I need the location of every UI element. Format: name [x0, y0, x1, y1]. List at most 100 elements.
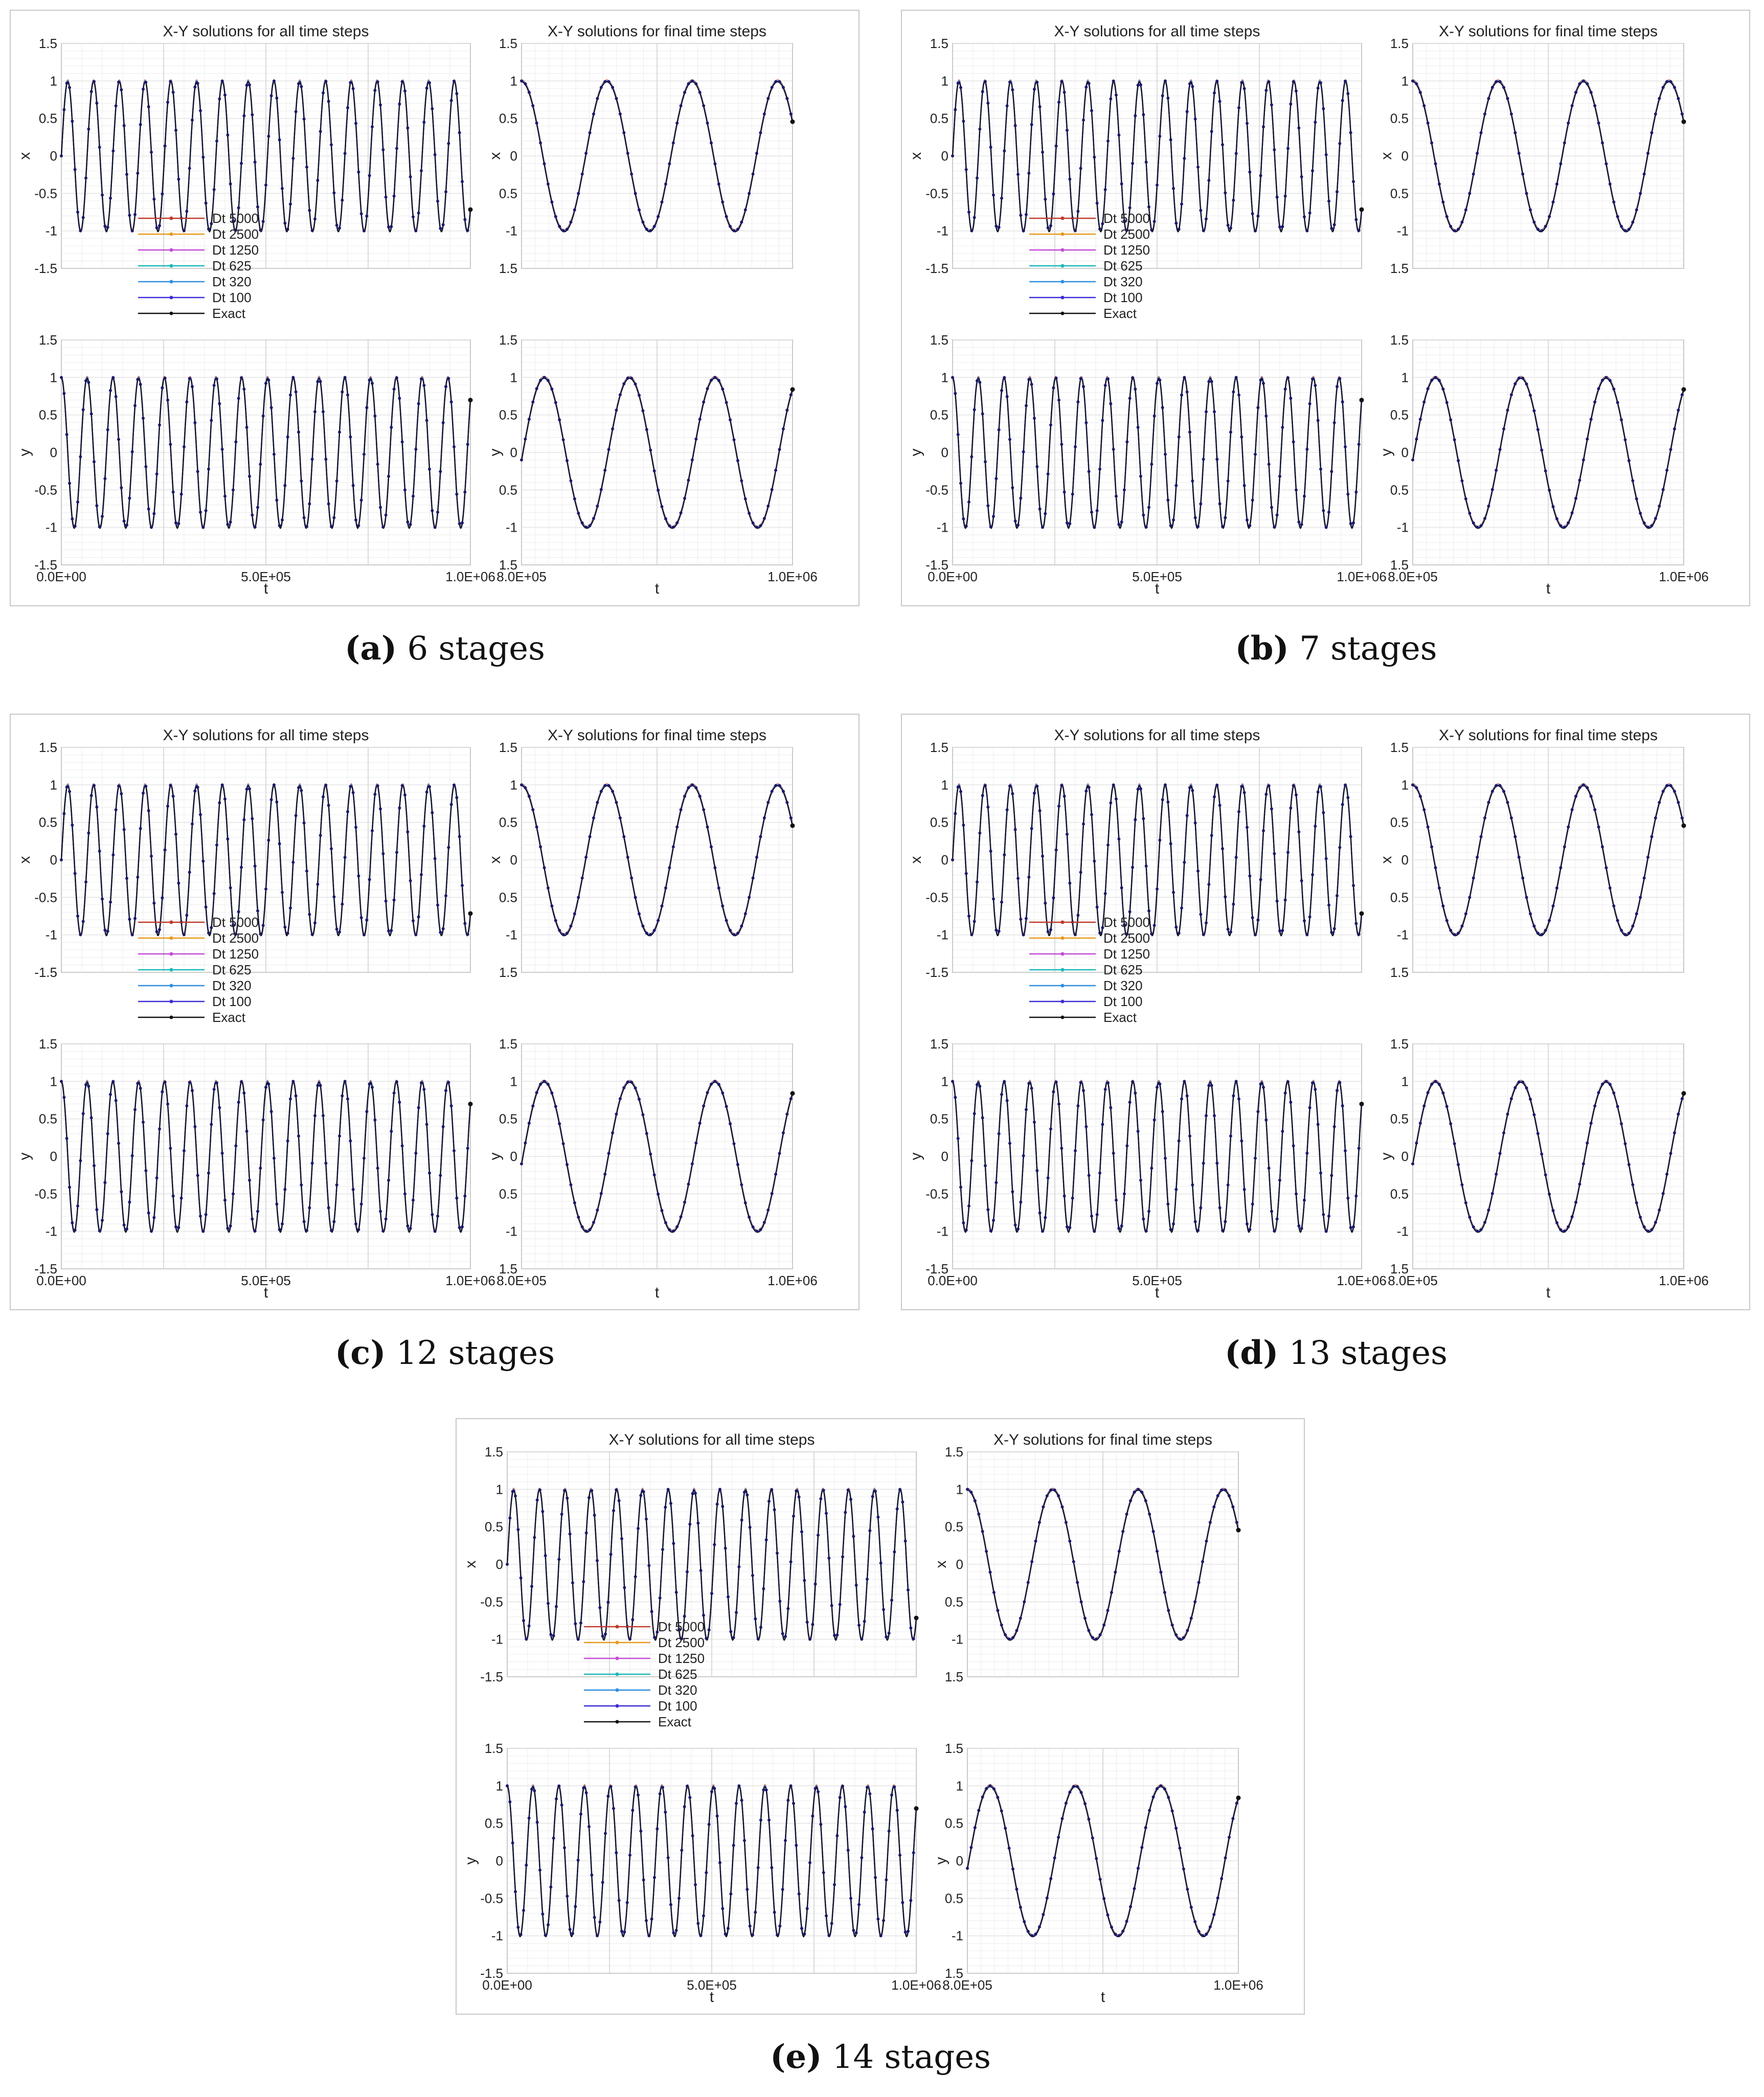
data-point	[1445, 215, 1449, 218]
legend-marker	[615, 1640, 619, 1645]
y-tick-label: 1	[510, 73, 517, 88]
data-point	[420, 377, 423, 381]
data-point	[951, 1080, 954, 1083]
data-point	[1019, 1200, 1023, 1204]
data-point	[1210, 834, 1213, 837]
data-point	[713, 1787, 716, 1790]
data-point	[1060, 1817, 1064, 1820]
data-point	[1117, 1549, 1121, 1553]
data-point	[286, 435, 289, 439]
data-point	[789, 393, 793, 397]
data-point	[634, 192, 637, 195]
data-point	[1567, 121, 1570, 125]
data-point	[1415, 82, 1418, 86]
data-point	[1548, 215, 1551, 218]
data-point	[1218, 804, 1222, 807]
data-point	[735, 1611, 738, 1614]
data-point	[1259, 174, 1262, 177]
data-point	[833, 1634, 836, 1637]
data-point	[210, 419, 213, 422]
data-point	[1259, 378, 1262, 382]
data-point	[808, 1861, 811, 1864]
x-tick-label: 0.0E+00	[928, 569, 978, 584]
data-point	[546, 1083, 550, 1086]
data-point	[959, 790, 962, 793]
data-point	[275, 800, 279, 804]
data-point	[232, 219, 235, 223]
y-tick-label: 1.5	[1390, 965, 1409, 980]
data-point	[702, 1104, 706, 1108]
legend-label: Dt 625	[658, 1667, 697, 1682]
data-point	[1453, 229, 1456, 233]
data-point	[1548, 488, 1551, 492]
data-point	[1430, 845, 1434, 849]
data-point	[962, 1221, 965, 1224]
data-point	[588, 524, 592, 528]
data-point	[737, 1784, 741, 1788]
data-point	[1453, 438, 1456, 442]
data-point	[1000, 1809, 1003, 1813]
y-tick-label: 1	[1401, 1074, 1409, 1089]
legend-marker	[1060, 1015, 1065, 1019]
plot-x-final_view: 1.510.500.5-11.5xX-Y solutions for final…	[487, 727, 795, 980]
data-point	[671, 1229, 675, 1233]
data-point	[1453, 1142, 1456, 1146]
data-point	[893, 1550, 896, 1554]
data-point	[638, 1098, 641, 1101]
data-point	[152, 512, 156, 515]
data-point	[289, 1097, 292, 1101]
data-point	[79, 1159, 82, 1163]
data-point	[577, 512, 580, 515]
data-point	[1101, 926, 1104, 929]
data-point	[289, 906, 292, 910]
data-point	[1672, 1131, 1676, 1135]
y-tick-label: 0.5	[39, 1111, 57, 1127]
data-point	[1115, 93, 1118, 97]
data-point	[313, 217, 316, 221]
y-tick-label: -1	[506, 223, 517, 239]
data-point	[351, 791, 355, 794]
data-point	[359, 212, 363, 216]
legend-label: Dt 2500	[1103, 226, 1150, 242]
data-point	[65, 785, 69, 789]
data-point	[76, 500, 79, 504]
data-point	[1680, 112, 1684, 116]
data-point	[1167, 1795, 1170, 1799]
data-point	[668, 524, 671, 528]
data-point	[1434, 162, 1437, 166]
data-point	[901, 1500, 904, 1504]
data-point	[1593, 1104, 1597, 1108]
final-data-point	[1681, 387, 1686, 392]
data-point	[690, 1162, 694, 1166]
y-tick-label: 0	[941, 445, 948, 460]
y-tick-label: 0.5	[499, 1111, 517, 1127]
data-point	[1076, 210, 1080, 213]
data-point	[1013, 124, 1017, 127]
data-point	[723, 1932, 727, 1936]
data-point	[533, 1789, 536, 1793]
plot-y-final_view: 1.510.500.5-11.5y8.0E+05 1.0E+06t	[933, 1741, 1263, 2005]
data-point	[1049, 423, 1052, 427]
data-point	[954, 812, 957, 815]
data-point	[1608, 1083, 1612, 1086]
data-point	[226, 133, 230, 137]
data-point	[1262, 829, 1265, 833]
data-point	[732, 1843, 735, 1847]
data-point	[1205, 217, 1208, 221]
data-point	[322, 91, 325, 95]
data-point	[645, 428, 648, 431]
data-point	[1246, 122, 1249, 125]
data-point	[1441, 904, 1445, 908]
data-point	[1030, 827, 1033, 830]
data-point	[259, 1167, 262, 1170]
chart-title: X-Y solutions for all time steps	[163, 727, 369, 744]
data-point	[458, 131, 461, 134]
data-point	[1479, 835, 1483, 838]
data-point	[183, 933, 186, 937]
data-point	[109, 1092, 112, 1096]
data-point	[251, 513, 254, 517]
data-point	[606, 1794, 610, 1798]
data-point	[615, 1112, 618, 1116]
data-point	[766, 97, 770, 100]
x-tick-label: 8.0E+05	[1388, 1273, 1438, 1288]
